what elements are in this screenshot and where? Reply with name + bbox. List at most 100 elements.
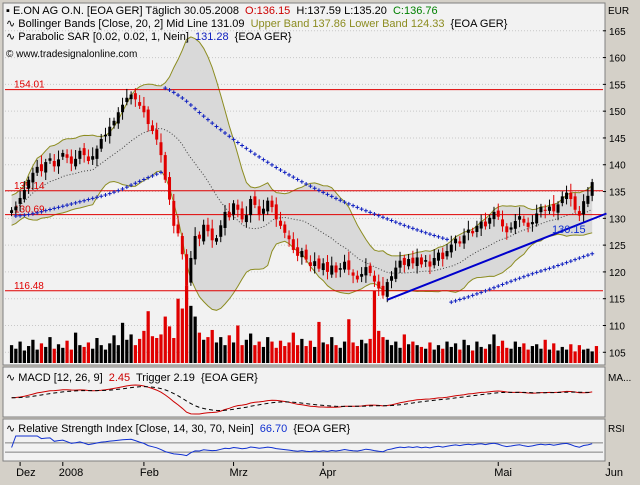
candle[interactable] xyxy=(407,253,411,270)
candle[interactable] xyxy=(86,149,90,165)
candle[interactable] xyxy=(74,150,78,170)
candle[interactable] xyxy=(291,232,295,254)
candle[interactable] xyxy=(236,199,240,218)
candle[interactable] xyxy=(449,235,453,258)
rsi-panel[interactable] xyxy=(2,418,606,462)
candle[interactable] xyxy=(419,254,423,268)
candle[interactable] xyxy=(556,201,560,221)
candle[interactable] xyxy=(35,159,39,176)
candle[interactable] xyxy=(343,254,347,273)
candle[interactable] xyxy=(125,88,129,106)
candle[interactable] xyxy=(163,151,167,183)
candle[interactable] xyxy=(31,167,35,190)
candle[interactable] xyxy=(214,234,218,245)
candle[interactable] xyxy=(505,223,509,240)
candle[interactable] xyxy=(590,178,594,202)
candle[interactable] xyxy=(18,191,22,212)
candle[interactable] xyxy=(586,186,590,208)
candle[interactable] xyxy=(364,258,368,283)
candle[interactable] xyxy=(274,197,278,227)
candle[interactable] xyxy=(582,194,586,222)
candle[interactable] xyxy=(432,249,436,269)
candle[interactable] xyxy=(146,106,150,132)
candle[interactable] xyxy=(185,249,189,293)
candle[interactable] xyxy=(522,215,526,226)
candle[interactable] xyxy=(176,215,180,237)
candle[interactable] xyxy=(317,255,321,272)
candle[interactable] xyxy=(394,260,398,283)
candle[interactable] xyxy=(95,145,99,167)
candle[interactable] xyxy=(547,199,551,215)
candle[interactable] xyxy=(454,235,458,251)
candle[interactable] xyxy=(569,183,573,207)
candle[interactable] xyxy=(488,214,492,230)
candle[interactable] xyxy=(530,215,534,232)
candle[interactable] xyxy=(496,203,500,220)
candle[interactable] xyxy=(27,176,31,194)
candle[interactable] xyxy=(334,262,338,278)
candle[interactable] xyxy=(338,263,342,278)
candle[interactable] xyxy=(168,171,172,205)
candle[interactable] xyxy=(483,212,487,230)
candle[interactable] xyxy=(471,227,475,237)
candle[interactable] xyxy=(287,230,291,247)
candle[interactable] xyxy=(202,219,206,245)
candle[interactable] xyxy=(112,117,116,129)
candle[interactable] xyxy=(159,133,163,163)
candle[interactable] xyxy=(355,270,359,283)
candle[interactable] xyxy=(266,197,270,215)
candle[interactable] xyxy=(402,254,406,273)
candle[interactable] xyxy=(428,254,432,275)
candle[interactable] xyxy=(543,204,547,219)
candle[interactable] xyxy=(360,267,364,283)
candle[interactable] xyxy=(61,149,65,160)
candle[interactable] xyxy=(526,217,530,233)
candle[interactable] xyxy=(116,107,120,129)
candle[interactable] xyxy=(560,191,564,207)
candle[interactable] xyxy=(142,96,146,118)
candle[interactable] xyxy=(227,203,231,221)
candle[interactable] xyxy=(189,251,193,286)
candle[interactable] xyxy=(193,227,197,265)
candle[interactable] xyxy=(436,249,440,267)
candle[interactable] xyxy=(270,195,274,213)
candle[interactable] xyxy=(48,153,52,164)
candle[interactable] xyxy=(155,122,159,145)
candle[interactable] xyxy=(390,271,394,289)
candle[interactable] xyxy=(283,221,287,239)
candle[interactable] xyxy=(381,277,385,299)
candle[interactable] xyxy=(479,214,483,237)
candle[interactable] xyxy=(223,204,227,236)
candle[interactable] xyxy=(39,155,43,177)
candle[interactable] xyxy=(129,91,133,105)
candle[interactable] xyxy=(108,117,112,144)
candle[interactable] xyxy=(65,149,69,164)
candle[interactable] xyxy=(249,195,253,223)
candle[interactable] xyxy=(197,231,201,247)
candle[interactable] xyxy=(99,133,103,152)
candle[interactable] xyxy=(138,95,142,110)
candle[interactable] xyxy=(539,203,543,218)
candle[interactable] xyxy=(475,220,479,238)
candle[interactable] xyxy=(372,270,376,287)
candle[interactable] xyxy=(296,238,300,262)
candle[interactable] xyxy=(304,244,308,263)
candle[interactable] xyxy=(577,206,581,222)
candle[interactable] xyxy=(351,269,355,284)
candle[interactable] xyxy=(172,193,176,234)
candle[interactable] xyxy=(513,214,517,235)
candle[interactable] xyxy=(415,248,419,274)
candle[interactable] xyxy=(82,143,86,163)
candle[interactable] xyxy=(22,181,26,203)
candle[interactable] xyxy=(150,120,154,135)
candle[interactable] xyxy=(325,255,329,280)
candle[interactable] xyxy=(565,185,569,205)
candle[interactable] xyxy=(232,200,236,220)
candle[interactable] xyxy=(445,244,449,260)
candle[interactable] xyxy=(69,149,73,172)
candle[interactable] xyxy=(103,127,107,142)
candle[interactable] xyxy=(261,199,265,222)
candle[interactable] xyxy=(91,147,95,166)
candle[interactable] xyxy=(133,88,137,107)
candle[interactable] xyxy=(14,201,18,216)
